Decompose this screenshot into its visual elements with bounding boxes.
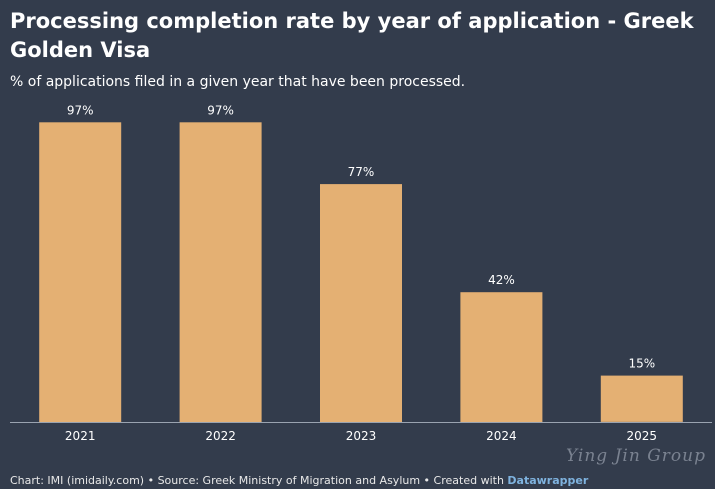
data-label-2024: 42% [488,273,515,287]
x-tick-label-2021: 2021 [65,429,96,443]
footer-source-text: Chart: IMI (imidaily.com) • Source: Gree… [10,474,508,487]
x-tick-label-2022: 2022 [205,429,236,443]
chart-footer: Chart: IMI (imidaily.com) • Source: Gree… [10,474,588,487]
bar-2023 [320,184,402,422]
data-label-2025: 15% [628,357,655,371]
chart-title: Processing completion rate by year of ap… [10,9,694,62]
x-tick-label-2025: 2025 [627,429,658,443]
x-tick-label-2024: 2024 [486,429,517,443]
data-label-2023: 77% [348,165,375,179]
data-label-2022: 97% [207,103,234,117]
bar-2025 [600,375,683,422]
bar-2022 [179,122,262,423]
chart-subtitle: % of applications filed in a given year … [10,74,466,90]
x-tick-label-2023: 2023 [346,429,377,443]
bar-2024 [460,292,543,422]
bar-2021 [39,122,122,423]
datawrapper-link[interactable]: Datawrapper [507,474,589,487]
watermark: Ying Jin Group [566,446,706,466]
data-label-2021: 97% [67,103,94,117]
